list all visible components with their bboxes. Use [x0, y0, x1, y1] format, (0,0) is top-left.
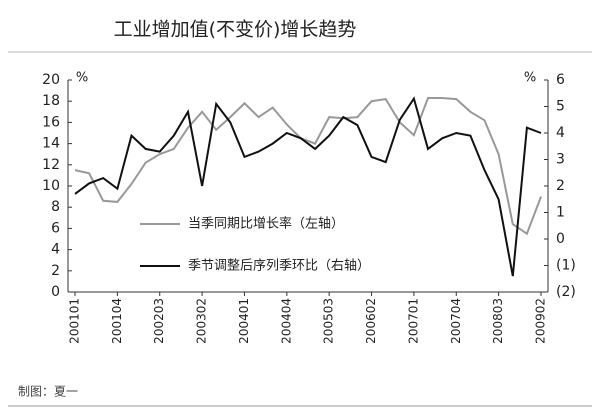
y2-tick-label: (2) — [556, 284, 576, 300]
footer: 制图：夏一 — [18, 385, 78, 399]
y-tick-label: 10 — [42, 178, 60, 194]
y-axis-unit: % — [76, 71, 88, 86]
x-tick-label: 200704 — [449, 298, 463, 344]
y-tick-label: 16 — [42, 114, 60, 130]
y-tick-label: 4 — [51, 242, 60, 258]
x-tick-label: 200101 — [68, 298, 82, 344]
y-tick-label: 8 — [51, 199, 60, 215]
y-tick-label: 12 — [42, 157, 60, 173]
x-tick-label: 200902 — [534, 298, 548, 344]
chart-title: 工业增加值(不变价)增长趋势 — [114, 19, 357, 41]
y2-tick-label: (1) — [556, 258, 576, 274]
x-tick-label: 200602 — [364, 298, 378, 344]
x-tick-label: 200404 — [279, 298, 293, 344]
y-tick-label: 2 — [51, 263, 60, 279]
y2-tick-label: 4 — [556, 125, 565, 141]
x-tick-label: 200104 — [110, 298, 124, 344]
y-tick-label: 0 — [51, 284, 60, 300]
y-tick-label: 20 — [42, 72, 60, 88]
x-tick-label: 200203 — [152, 298, 166, 344]
y2-axis-unit: % — [524, 71, 536, 86]
x-tick-label: 200701 — [406, 298, 420, 344]
data-line — [74, 97, 542, 236]
x-tick-label: 200302 — [195, 298, 209, 344]
y2-tick-label: 2 — [556, 178, 565, 194]
y2-tick-label: 5 — [556, 99, 565, 115]
y2-tick-label: 3 — [556, 152, 565, 168]
x-tick-label: 200803 — [491, 298, 505, 344]
x-tick-label: 200503 — [322, 298, 336, 344]
y2-tick-label: 0 — [556, 231, 565, 247]
y2-tick-label: 6 — [556, 72, 565, 88]
y-tick-label: 18 — [42, 93, 60, 109]
x-tick-label: 200401 — [237, 298, 251, 344]
data-line — [74, 96, 542, 277]
y-tick-label: 14 — [42, 136, 60, 152]
y2-tick-label: 1 — [556, 205, 565, 221]
y-tick-label: 6 — [51, 220, 60, 236]
legend-label: 季节调整后序列季环比（右轴） — [188, 259, 370, 274]
legend-label: 当季同期比增长率（左轴） — [188, 216, 344, 232]
